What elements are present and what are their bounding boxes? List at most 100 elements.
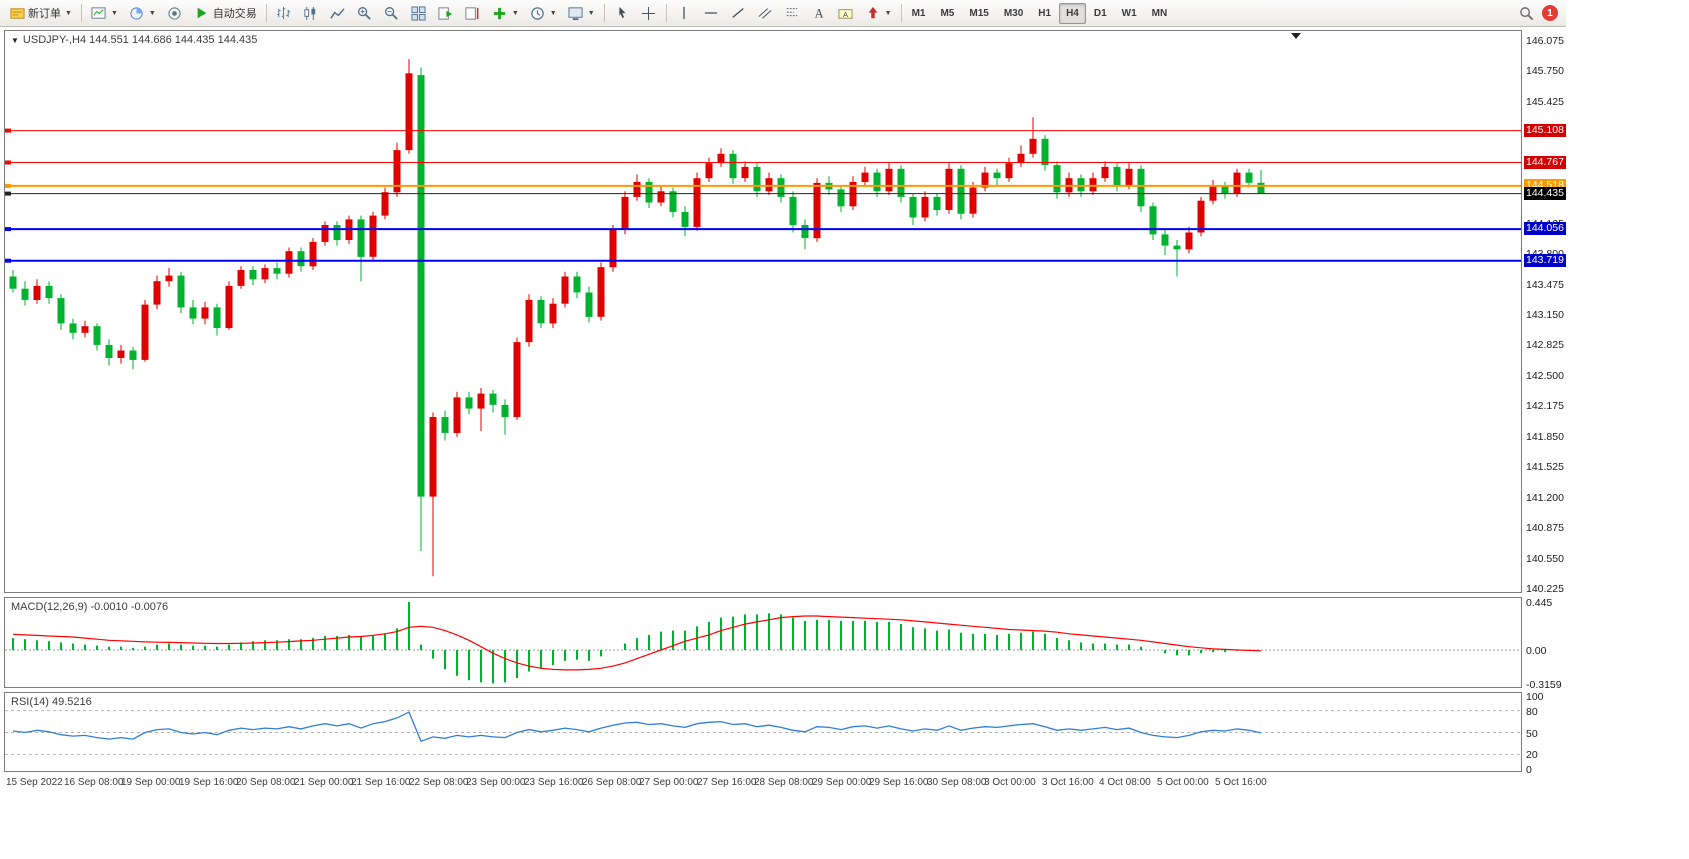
time-axis-label: 28 Sep 08:00 (754, 777, 814, 788)
candles-icon (303, 5, 319, 21)
macd-axis: 0.445 0.00 -0.3159 (1524, 597, 1566, 691)
arrows-button[interactable]: ▼ (860, 2, 897, 24)
price-level-badge: 144.056 (1524, 222, 1566, 235)
time-axis-label: 20 Sep 08:00 (236, 777, 296, 788)
timeframe-m15-button[interactable]: M15 (962, 3, 995, 24)
macd-axis-label: 0.00 (1526, 645, 1547, 657)
horizontal-line-button[interactable] (698, 2, 724, 24)
fibonacci-button[interactable] (779, 2, 805, 24)
crosshair-button[interactable] (636, 2, 662, 24)
periods-button[interactable]: ▼ (525, 2, 562, 24)
time-axis-label: 23 Sep 00:00 (466, 777, 526, 788)
rsi-axis: 100 80 50 20 0 (1524, 691, 1566, 776)
text-button[interactable]: A (806, 2, 832, 24)
macd-indicator-panel[interactable]: MACD(12,26,9) -0.0010 -0.0076 (4, 597, 1522, 688)
price-axis-label: 143.475 (1526, 279, 1564, 291)
rsi-chart (5, 710, 1521, 755)
new-order-button[interactable]: 新订单 ▼ (4, 2, 77, 24)
time-axis-label: 29 Sep 00:00 (812, 777, 872, 788)
price-axis-label: 141.200 (1526, 492, 1564, 504)
templates-button[interactable]: ▼ (563, 2, 600, 24)
channel-button[interactable] (752, 2, 778, 24)
autotrading-icon (194, 5, 210, 21)
price-axis-label: 146.075 (1526, 35, 1564, 47)
indicators-icon (492, 5, 508, 21)
zoom-in-button[interactable] (352, 2, 378, 24)
cursor-icon (614, 5, 630, 21)
mt4-window: 新订单 ▼ ▼ ▼ 自动交易 ▼ ▼ ▼ A A ▼ M1 M5 M15 M30 H1 H4 D1 W1 MN 1 … (0, 0, 1566, 788)
price-chart-panel[interactable]: ▼ USDJPY-,H4 144.551 144.686 144.435 144… (4, 30, 1522, 593)
trendline-button[interactable] (725, 2, 751, 24)
timeframe-h4-button[interactable]: H4 (1059, 2, 1086, 24)
vline-icon (676, 5, 692, 21)
timeframe-mn-button[interactable]: MN (1145, 3, 1175, 24)
notification-badge[interactable]: 1 (1542, 5, 1558, 21)
text-icon: A (811, 5, 827, 21)
price-level-badge: 143.719 (1524, 254, 1566, 267)
price-axis-label: 145.750 (1526, 65, 1564, 77)
macd-axis-label: -0.3159 (1526, 679, 1562, 691)
chart-shift-button[interactable] (460, 2, 486, 24)
timeframe-w1-button[interactable]: W1 (1115, 3, 1144, 24)
price-axis-label: 142.500 (1526, 370, 1564, 382)
timeframe-m1-button[interactable]: M1 (905, 3, 933, 24)
new-chart-icon (91, 5, 107, 21)
chevron-down-icon: ▼ (587, 9, 595, 17)
strategy-tester-button[interactable] (162, 2, 188, 24)
chevron-down-icon[interactable]: ▼ (11, 35, 19, 45)
price-axis-label: 143.150 (1526, 309, 1564, 321)
text-label-button[interactable]: A (833, 2, 859, 24)
profiles-button[interactable]: ▼ (124, 2, 161, 24)
time-axis-label: 16 Sep 08:00 (64, 777, 124, 788)
chevron-down-icon: ▼ (65, 9, 72, 17)
rsi-axis-label: 80 (1526, 706, 1538, 718)
svg-text:A: A (843, 9, 848, 18)
rsi-indicator-panel[interactable]: RSI(14) 49.5216 (4, 692, 1522, 772)
toolbar-separator (665, 4, 667, 22)
time-axis-label: 26 Sep 08:00 (582, 777, 642, 788)
time-axis-label: 29 Sep 16:00 (869, 777, 929, 788)
auto-scroll-icon (438, 5, 454, 21)
search-icon[interactable] (1518, 5, 1534, 21)
tile-windows-button[interactable] (406, 2, 432, 24)
new-order-icon (9, 5, 25, 21)
chevron-down-icon: ▼ (884, 9, 892, 17)
autotrading-button[interactable]: 自动交易 (189, 2, 262, 24)
chart-symbol-label: ▼ USDJPY-,H4 144.551 144.686 144.435 144… (11, 34, 257, 46)
candlesticks-button[interactable] (298, 2, 324, 24)
price-axis-label: 140.225 (1526, 583, 1564, 595)
auto-scroll-button[interactable] (433, 2, 459, 24)
time-axis-label: 3 Oct 16:00 (1042, 777, 1094, 788)
toolbar-separator (900, 4, 902, 22)
time-axis-label: 5 Oct 16:00 (1215, 777, 1267, 788)
line-chart-icon (330, 5, 346, 21)
new-chart-button[interactable]: ▼ (86, 2, 123, 24)
timeframe-h1-button[interactable]: H1 (1031, 3, 1058, 24)
time-axis-label: 5 Oct 00:00 (1157, 777, 1209, 788)
toolbar-right: 1 (1518, 5, 1562, 21)
timeframe-d1-button[interactable]: D1 (1087, 3, 1114, 24)
vertical-line-button[interactable] (671, 2, 697, 24)
time-axis-label: 21 Sep 16:00 (351, 777, 411, 788)
cursor-button[interactable] (609, 2, 635, 24)
rsi-axis-label: 100 (1526, 691, 1544, 703)
tile-windows-icon (411, 5, 427, 21)
time-axis-label: 4 Oct 08:00 (1099, 777, 1151, 788)
chart-shift-icon (465, 5, 481, 21)
price-level-badge: 144.767 (1524, 156, 1566, 169)
timeframe-m5-button[interactable]: M5 (933, 3, 961, 24)
bars-button[interactable] (271, 2, 297, 24)
time-axis-label: 22 Sep 08:00 (409, 777, 469, 788)
candlestick-chart (5, 33, 1521, 577)
timeframe-m30-button[interactable]: M30 (997, 3, 1030, 24)
time-axis-label: 19 Sep 16:00 (179, 777, 239, 788)
line-chart-button[interactable] (325, 2, 351, 24)
rsi-axis-label: 0 (1526, 764, 1532, 776)
bars-icon (276, 5, 292, 21)
strategy-icon (167, 5, 183, 21)
price-axis-label: 145.425 (1526, 96, 1564, 108)
zoom-out-icon (384, 5, 400, 21)
zoom-out-button[interactable] (379, 2, 405, 24)
indicators-button[interactable]: ▼ (487, 2, 524, 24)
time-axis-label: 27 Sep 16:00 (697, 777, 757, 788)
